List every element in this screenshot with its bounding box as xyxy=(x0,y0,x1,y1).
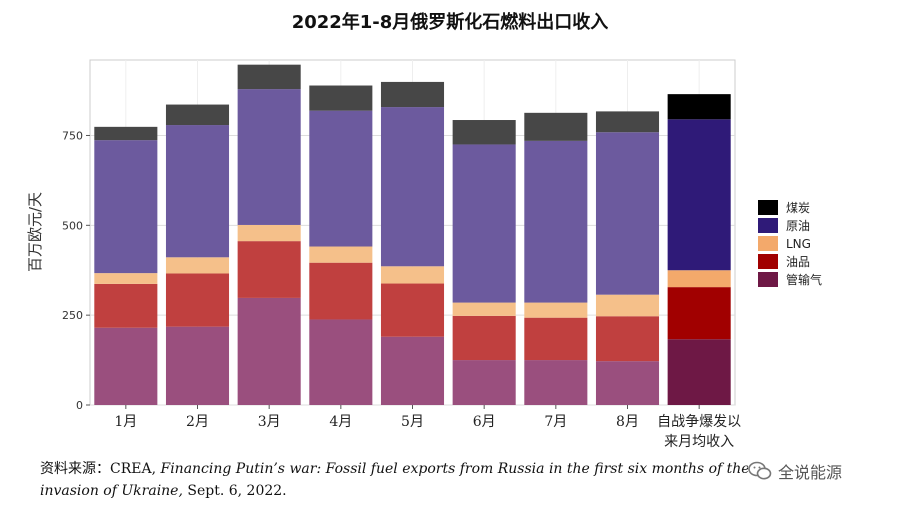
bar-segment-煤炭 xyxy=(165,104,230,126)
wechat-icon xyxy=(748,461,772,480)
brand-watermark: 全说能源 xyxy=(748,459,843,483)
source-prefix: CREA, xyxy=(110,461,161,477)
bar-segment-油品 xyxy=(524,317,588,361)
bar-segment-LNG xyxy=(237,224,301,242)
legend-label: 管输气 xyxy=(786,272,822,287)
bar-segment-煤炭 xyxy=(309,85,373,111)
x-tick-label-line: 6月 xyxy=(473,414,496,430)
bar-segment-煤炭 xyxy=(452,120,516,145)
legend-label: 油品 xyxy=(786,255,810,269)
x-tick-label: 8月 xyxy=(616,414,639,430)
legend-swatch-原油 xyxy=(758,218,778,233)
bar-segment-油品 xyxy=(237,241,301,298)
source-label: 资料来源： xyxy=(40,461,110,477)
x-tick-label-line: 来月均收入 xyxy=(664,434,734,450)
bar-segment-管输气 xyxy=(595,361,660,405)
bar-segment-LNG xyxy=(667,270,731,288)
bar-segment-原油 xyxy=(380,107,445,267)
x-tick-label-line: 8月 xyxy=(616,414,639,430)
x-tick-label-line: 4月 xyxy=(329,414,352,430)
x-tick-label-line: 2月 xyxy=(186,414,209,430)
y-tick-label: 750 xyxy=(62,129,83,142)
bar-segment-原油 xyxy=(667,119,731,271)
bar-segment-油品 xyxy=(165,273,230,327)
bar-segment-LNG xyxy=(524,302,588,318)
bar-segment-原油 xyxy=(237,89,301,225)
x-tick-label: 7月 xyxy=(544,414,567,430)
bar-segment-煤炭 xyxy=(237,64,301,90)
legend-label: LNG xyxy=(786,237,811,251)
source-date: Sept. 6, 2022. xyxy=(182,483,287,499)
bar-segment-LNG xyxy=(595,294,660,317)
x-tick-label: 1月 xyxy=(114,414,137,430)
bar-segment-煤炭 xyxy=(595,111,660,133)
bar-segment-油品 xyxy=(595,316,660,362)
bar-segment-管输气 xyxy=(452,360,516,405)
x-tick-label: 5月 xyxy=(401,414,424,430)
x-tick-label: 3月 xyxy=(258,414,281,430)
bar-segment-LNG xyxy=(309,246,373,263)
x-tick-label-line: 7月 xyxy=(544,414,567,430)
chart-title: 2022年1-8月俄罗斯化石燃料出口收入 xyxy=(291,12,609,33)
y-axis-label: 百万欧元/天 xyxy=(26,192,44,272)
bar-segment-原油 xyxy=(524,140,588,303)
y-tick-label: 500 xyxy=(62,219,83,232)
x-tick-label: 6月 xyxy=(473,414,496,430)
bar-segment-原油 xyxy=(309,110,373,247)
bar-segment-LNG xyxy=(165,257,230,274)
legend-swatch-煤炭 xyxy=(758,200,778,215)
bar-segment-煤炭 xyxy=(667,94,731,120)
bar-segment-原油 xyxy=(165,125,230,258)
bar-segment-油品 xyxy=(452,315,516,361)
x-axis: 1月 2月 3月 4月 5月 6月 7月 8月 自战争爆发以来月均收入 xyxy=(114,405,741,450)
bar-segment-煤炭 xyxy=(94,126,158,141)
x-tick-label-line: 5月 xyxy=(401,414,424,430)
bar-segment-煤炭 xyxy=(524,112,588,141)
bar-segment-LNG xyxy=(452,302,516,316)
y-tick-label: 0 xyxy=(76,399,83,412)
x-tick-label: 自战争爆发以来月均收入 xyxy=(657,414,741,450)
legend-swatch-油品 xyxy=(758,254,778,269)
y-tick-label: 250 xyxy=(62,309,83,322)
bar-segment-油品 xyxy=(380,283,445,337)
y-axis: 0 250 500 750 xyxy=(62,129,90,412)
x-tick-label-line: 自战争爆发以 xyxy=(657,414,741,430)
bar-segment-管输气 xyxy=(380,336,445,405)
legend-swatch-管输气 xyxy=(758,272,778,287)
bar-segment-原油 xyxy=(595,132,660,295)
bar-segment-管输气 xyxy=(94,327,158,405)
bar-segment-油品 xyxy=(94,283,158,328)
bar-segment-管输气 xyxy=(309,319,373,405)
bar-segment-煤炭 xyxy=(380,81,445,108)
bar-segment-管输气 xyxy=(667,339,731,405)
bar-segment-油品 xyxy=(309,262,373,320)
legend-label: 煤炭 xyxy=(786,201,810,215)
bar-segment-油品 xyxy=(667,287,731,340)
bar-segment-管输气 xyxy=(165,326,230,405)
bar-segment-原油 xyxy=(452,144,516,303)
source-note: 资料来源：CREA, Financing Putin’s war: Fossil… xyxy=(40,458,800,502)
x-tick-label-line: 3月 xyxy=(258,414,281,430)
source-report-title: Financing Putin’s war: Fossil fuel expor… xyxy=(40,461,750,499)
legend-swatch-LNG xyxy=(758,236,778,251)
bar-segment-管输气 xyxy=(524,360,588,405)
bar-segment-LNG xyxy=(380,266,445,284)
x-tick-label-line: 1月 xyxy=(114,414,137,430)
bars xyxy=(94,64,731,405)
x-tick-label: 2月 xyxy=(186,414,209,430)
x-tick-label: 4月 xyxy=(329,414,352,430)
bar-segment-原油 xyxy=(94,140,158,274)
brand-name: 全说能源 xyxy=(778,463,843,482)
bar-segment-LNG xyxy=(94,273,158,284)
legend-label: 原油 xyxy=(786,219,810,233)
bar-segment-管输气 xyxy=(237,297,301,405)
